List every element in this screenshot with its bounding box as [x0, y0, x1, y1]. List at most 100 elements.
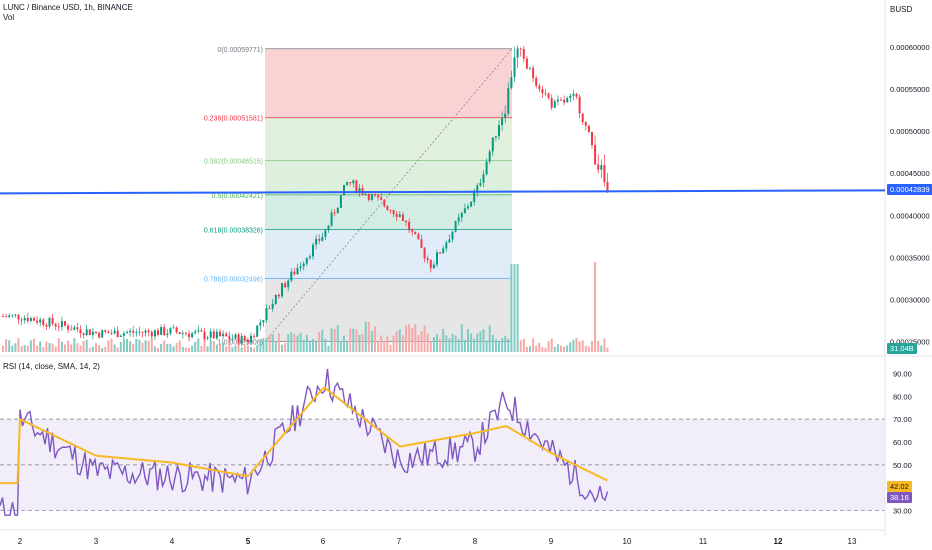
- candle-body: [364, 194, 367, 195]
- candle-body: [429, 259, 432, 269]
- volume-bar: [259, 339, 262, 352]
- volume-bar: [569, 342, 572, 352]
- candle-body: [14, 314, 17, 316]
- rsi-sma-badge: 42.02: [887, 481, 912, 492]
- volume-bar: [98, 345, 101, 352]
- time-tick-label: 3: [94, 537, 99, 546]
- candle-body: [417, 234, 420, 240]
- candle-body: [318, 238, 321, 241]
- candle-body: [333, 212, 336, 214]
- volume-bar: [457, 339, 460, 352]
- candle-body: [73, 327, 76, 330]
- fib-level-label: 1(0.00025006): [217, 340, 263, 347]
- candle-body: [172, 327, 175, 329]
- time-tick-label: 10: [623, 537, 632, 546]
- volume-bar: [39, 341, 42, 352]
- volume-bar: [287, 334, 290, 352]
- candle-body: [569, 95, 572, 99]
- volume-bar: [339, 340, 342, 352]
- volume-bar: [250, 347, 252, 352]
- horizontal-line[interactable]: [0, 189, 886, 195]
- candle-body: [98, 332, 101, 338]
- volume-bar: [442, 328, 445, 352]
- candle-body: [290, 271, 293, 281]
- symbol-title[interactable]: LUNC / Binance USD, 1h, BINANCE: [3, 3, 133, 12]
- time-tick-label: 11: [699, 537, 708, 546]
- candle-body: [423, 247, 426, 259]
- candle-body: [556, 99, 559, 102]
- candle-body: [352, 180, 355, 184]
- volume-bar: [476, 333, 479, 352]
- volume-bar: [550, 338, 553, 352]
- candle-body: [380, 197, 383, 200]
- candle-body: [519, 48, 522, 50]
- candle-body: [11, 314, 14, 316]
- candle-body: [550, 98, 553, 108]
- volume-bar: [116, 347, 119, 352]
- volume-bar: [144, 340, 147, 352]
- fib-level-label: 0.786(0.00032496): [204, 276, 263, 283]
- candle-body: [522, 49, 525, 59]
- volume-bar: [215, 344, 218, 352]
- fib-retracement[interactable]: 0(0.00059771) 0.236(0.00051581) 0.382(0.00…: [204, 47, 513, 347]
- candle-body: [370, 194, 373, 200]
- volume-bar: [485, 340, 488, 352]
- candle-body: [358, 188, 361, 192]
- volume-bar: [302, 340, 305, 352]
- volume-bar: [479, 331, 482, 352]
- candle-body: [482, 174, 485, 183]
- volume-bar: [225, 346, 228, 352]
- time-tick-label: 2: [18, 537, 23, 546]
- candle-body: [538, 85, 541, 89]
- price-tick-label: 0.00030000: [890, 295, 930, 304]
- candle-body: [129, 330, 132, 333]
- candle-body: [2, 316, 4, 318]
- candle-body: [420, 239, 423, 248]
- volume-bar: [432, 337, 435, 352]
- volume-bar: [191, 345, 194, 352]
- candle-body: [42, 319, 45, 325]
- candle-body: [377, 195, 380, 198]
- candle-body: [240, 335, 243, 344]
- volume-bar: [504, 335, 507, 352]
- candle-body: [513, 57, 516, 78]
- time-tick-label: 9: [549, 537, 554, 546]
- volume-bar: [296, 335, 299, 352]
- volume-bar: [519, 340, 522, 352]
- volume-bar: [240, 347, 243, 352]
- candle-body: [454, 221, 457, 232]
- candle-body: [467, 206, 469, 209]
- volume-bar: [60, 341, 63, 352]
- volume-bar: [439, 339, 442, 352]
- candle-body: [225, 333, 228, 337]
- rsi-line: [0, 368, 609, 516]
- candle-body: [82, 333, 85, 335]
- volume-bar: [48, 343, 51, 352]
- volume-bar: [150, 338, 153, 352]
- volume-bar: [312, 338, 314, 352]
- volume-bar: [91, 346, 94, 352]
- volume-bar: [110, 338, 113, 352]
- volume-bar: [126, 339, 128, 352]
- candle-body: [442, 248, 445, 254]
- candle-body: [203, 331, 206, 339]
- candle-body: [485, 161, 488, 175]
- candle-body: [448, 239, 451, 243]
- candle-body: [184, 333, 187, 334]
- volume-bar: [594, 262, 597, 352]
- candle-body: [432, 264, 435, 269]
- volume-bar: [318, 331, 321, 352]
- candle-body: [541, 88, 544, 94]
- candle-body: [209, 331, 212, 338]
- volume-bar: [29, 340, 32, 352]
- volume-bar: [8, 340, 11, 352]
- volume-bars: [2, 262, 609, 352]
- volume-bar: [104, 346, 107, 352]
- volume-bar: [200, 345, 203, 352]
- rsi-badge: 38.16: [887, 492, 912, 503]
- candle-body: [603, 165, 606, 183]
- volume-bar: [181, 346, 184, 352]
- volume-bar: [374, 326, 376, 352]
- rsi-pane: [0, 368, 609, 516]
